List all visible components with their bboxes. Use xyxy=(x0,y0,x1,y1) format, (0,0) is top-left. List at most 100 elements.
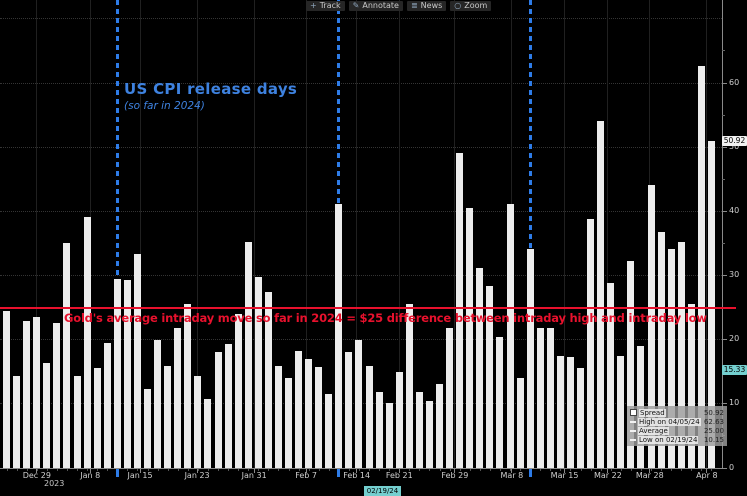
daily-tick xyxy=(197,469,199,471)
bar xyxy=(123,280,131,468)
bar xyxy=(466,208,474,468)
bar xyxy=(133,253,141,468)
daily-tick xyxy=(318,469,320,471)
bar xyxy=(415,392,423,468)
bar xyxy=(103,342,111,468)
y-tick xyxy=(722,403,727,404)
bar xyxy=(305,358,313,468)
cpi-axis-dash xyxy=(115,469,119,477)
bar xyxy=(647,185,655,468)
y-tick-label: 0 xyxy=(729,463,735,472)
daily-tick xyxy=(358,469,360,471)
news-icon: ≣ xyxy=(410,1,418,10)
daily-tick xyxy=(520,469,522,471)
x-tick-label: Feb 7 xyxy=(295,471,318,480)
h-gridline xyxy=(0,83,722,84)
cpi-dashed-line xyxy=(337,0,341,204)
daily-tick xyxy=(560,469,562,471)
x-tick xyxy=(607,469,608,473)
bar xyxy=(577,367,584,468)
legend-label: High on 04/05/24 xyxy=(638,417,701,426)
daily-tick xyxy=(580,469,582,471)
zoom-button[interactable]: ○ Zoom xyxy=(450,1,492,11)
daily-tick xyxy=(137,469,139,471)
x-tick-label: Mar 28 xyxy=(635,471,664,480)
bar xyxy=(446,327,454,468)
daily-tick xyxy=(56,469,58,471)
v-gridline xyxy=(399,0,400,468)
y-tick-label: 50 xyxy=(729,142,740,151)
bar xyxy=(456,152,464,468)
v-gridline xyxy=(706,0,707,468)
y-minor-tick xyxy=(722,179,725,180)
x-tick-label: Mar 22 xyxy=(594,471,622,480)
bar xyxy=(697,66,705,468)
legend-value: 50.92 xyxy=(703,408,724,417)
x-tick xyxy=(356,469,357,473)
y-minor-tick xyxy=(722,115,725,116)
bar xyxy=(687,303,695,468)
v-gridline xyxy=(140,0,141,468)
x-tick-label: Jan 15 xyxy=(127,471,153,480)
x-tick-label: Feb 14 xyxy=(343,471,371,480)
daily-tick xyxy=(389,469,391,471)
v-gridline xyxy=(454,0,455,468)
x-tick xyxy=(306,469,307,473)
x-tick xyxy=(454,469,455,473)
x-tick-label: Mar 15 xyxy=(550,471,579,480)
v-gridline xyxy=(36,0,37,468)
high-marker-icon xyxy=(630,421,636,423)
x-tick xyxy=(90,469,91,473)
bar xyxy=(526,248,534,468)
track-button[interactable]: + Track xyxy=(306,1,345,11)
x-tick xyxy=(649,469,650,473)
daily-tick xyxy=(46,469,48,471)
daily-tick xyxy=(449,469,451,471)
y-tick xyxy=(722,211,727,212)
daily-tick xyxy=(348,469,350,471)
legend-box[interactable]: Spread 50.92 High on 04/05/24 62.63 Aver… xyxy=(627,406,727,446)
daily-tick xyxy=(510,469,511,471)
y-tick xyxy=(722,147,727,148)
bar xyxy=(224,343,232,468)
legend-label: Average xyxy=(638,426,669,435)
daily-tick xyxy=(298,469,300,471)
track-label: Track xyxy=(319,1,341,10)
zoom-label: Zoom xyxy=(464,1,488,10)
daily-tick xyxy=(681,469,683,471)
chart-subtitle: (so far in 2024) xyxy=(124,100,205,112)
bar xyxy=(677,241,685,468)
y-tick-label: 30 xyxy=(729,270,740,279)
daily-tick xyxy=(16,469,18,471)
bar xyxy=(355,339,363,468)
bar xyxy=(254,277,262,468)
daily-tick xyxy=(207,469,209,471)
bar xyxy=(707,141,715,468)
bar xyxy=(436,383,443,468)
low-marker-icon xyxy=(630,439,636,441)
daily-tick xyxy=(459,469,461,471)
daily-tick xyxy=(620,469,622,471)
daily-tick xyxy=(218,469,219,471)
news-button[interactable]: ≣ News xyxy=(406,1,447,11)
bar xyxy=(184,304,192,468)
year-label: 2023 xyxy=(44,479,65,488)
bar xyxy=(113,278,121,468)
daily-tick xyxy=(499,469,501,471)
daily-tick xyxy=(550,469,552,471)
bar xyxy=(667,249,675,468)
daily-tick xyxy=(36,469,38,471)
y-tick-label: 20 xyxy=(729,334,740,343)
daily-tick xyxy=(258,469,260,471)
daily-tick xyxy=(691,469,693,471)
x-tick xyxy=(564,469,565,473)
x-tick-label: Feb 29 xyxy=(441,471,469,480)
bar xyxy=(174,328,182,468)
y-tick xyxy=(722,275,727,276)
last-value-badge: 50.92 xyxy=(722,136,747,146)
daily-tick xyxy=(590,469,592,471)
x-tick-label: Dec 29 xyxy=(22,471,51,480)
annotate-button[interactable]: ✎ Annotate xyxy=(348,1,403,11)
y-tick-label: 40 xyxy=(729,206,740,215)
